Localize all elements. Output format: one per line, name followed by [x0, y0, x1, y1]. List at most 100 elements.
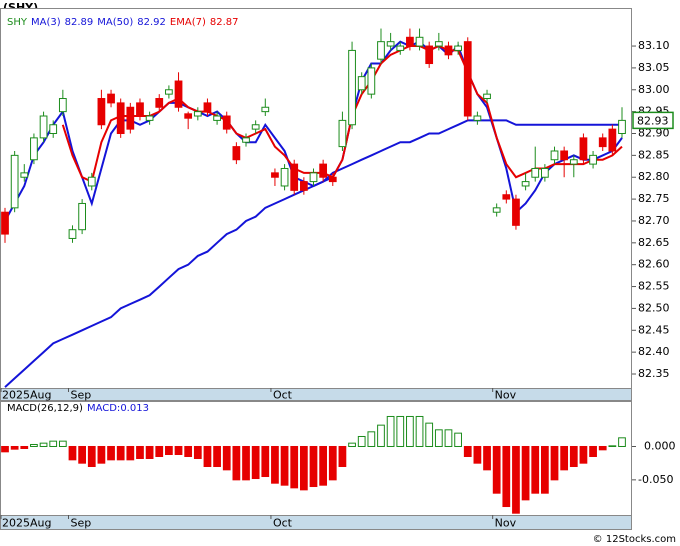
y-tick-label: 82.45 [638, 323, 670, 336]
candle-body [319, 163, 328, 178]
candle-body [184, 113, 193, 119]
candle-body [396, 45, 405, 51]
macd-bar [348, 442, 356, 447]
macd-bar [155, 445, 164, 457]
macd-bar [271, 445, 279, 484]
candle-body [521, 181, 530, 187]
y-tick-label: 83.05 [638, 61, 670, 74]
indicator-line [61, 44, 623, 184]
candle-body [454, 45, 462, 51]
y-tick-label: 82.55 [638, 280, 670, 293]
macd-bar [386, 415, 395, 447]
candle-body [434, 41, 443, 47]
y-tick-label: 82.75 [638, 192, 670, 205]
x-tick-label: Sep [70, 517, 91, 530]
macd-bar [483, 445, 491, 471]
macd-bar [309, 445, 318, 488]
macd-bar [242, 445, 250, 481]
macd-bar [598, 445, 607, 451]
candle-body [251, 124, 260, 130]
macd-bar [541, 445, 549, 494]
macd-bar [87, 445, 96, 468]
macd-bar [502, 445, 511, 508]
candle-body [473, 115, 482, 121]
x-tick-label: 2025Aug [2, 517, 51, 530]
legend-value: 82.87 [210, 17, 239, 28]
x-tick-label: Nov [495, 517, 517, 530]
candle-body [30, 137, 38, 161]
macd-bar [97, 445, 106, 464]
candle-body [155, 98, 164, 108]
macd-bar [328, 445, 337, 481]
macd-bar [261, 445, 270, 478]
candle-body [261, 106, 270, 113]
macd-bar [49, 440, 58, 447]
macd-bar [531, 445, 540, 494]
candle-body [444, 45, 453, 56]
y-tick-label: 82.80 [638, 170, 670, 183]
candle-body [531, 167, 540, 178]
macd-bar [251, 445, 260, 480]
macd-bar [357, 435, 366, 447]
candle-body [213, 115, 221, 121]
candle-body [357, 76, 366, 91]
candle-body [338, 119, 347, 148]
candle-body [58, 98, 67, 113]
y-tick-label: 82.65 [638, 236, 670, 249]
candle-body [107, 93, 115, 104]
candle-body [136, 102, 144, 117]
x-tick-label: Sep [70, 389, 91, 402]
legend-name: MA(3) [31, 17, 61, 28]
candle-body [463, 41, 472, 117]
macd-bar [126, 445, 135, 461]
candle-body [618, 119, 626, 135]
y-tick-label: 82.70 [638, 214, 670, 227]
macd-bar [280, 445, 289, 486]
candle-body [492, 207, 501, 213]
candle-body [348, 49, 356, 126]
macd-bar [213, 445, 221, 468]
macd-bar [232, 445, 241, 481]
candle-body [512, 198, 520, 226]
macd-bar [58, 440, 67, 447]
macd-bar [39, 442, 48, 447]
y-tick-label: -0.050 [638, 473, 673, 486]
y-tick-label: 82.60 [638, 258, 670, 271]
candle-body [1, 211, 9, 235]
legend-value: 82.89 [65, 17, 94, 28]
macd-bar [174, 445, 183, 455]
macd-bar [444, 429, 453, 447]
y-tick-label: 82.85 [638, 148, 670, 161]
candle-body [78, 202, 86, 231]
candle-body [49, 124, 58, 135]
candle-body [589, 154, 597, 165]
candle-body [242, 137, 250, 143]
candle-body [232, 146, 241, 161]
candle-body [280, 167, 289, 187]
macd-bar [569, 445, 578, 468]
macd-bar [136, 445, 144, 460]
y-tick-label: 83.00 [638, 83, 670, 96]
macd-bar [107, 445, 115, 461]
macd-bar [290, 445, 299, 489]
candle-body [483, 93, 491, 100]
macd-bar [222, 445, 231, 471]
macd-bar [415, 415, 424, 447]
candle-body [502, 194, 511, 200]
macd-bar [299, 445, 308, 491]
candle-body [386, 41, 395, 47]
macd-bar [78, 445, 86, 464]
candle-body [203, 102, 212, 113]
legend-title: MACD(26,12,9) [7, 403, 83, 414]
macd-bar [338, 445, 347, 468]
candle-body [299, 181, 308, 191]
macd-bar [454, 432, 462, 447]
macd-bar [116, 445, 125, 461]
macd-bar [184, 445, 193, 457]
macd-bar [434, 429, 443, 447]
x-tick-label: Oct [273, 517, 293, 530]
legend-name: MA(50) [97, 17, 133, 28]
candle-body [328, 176, 337, 183]
date-axis-strip [0, 388, 632, 401]
